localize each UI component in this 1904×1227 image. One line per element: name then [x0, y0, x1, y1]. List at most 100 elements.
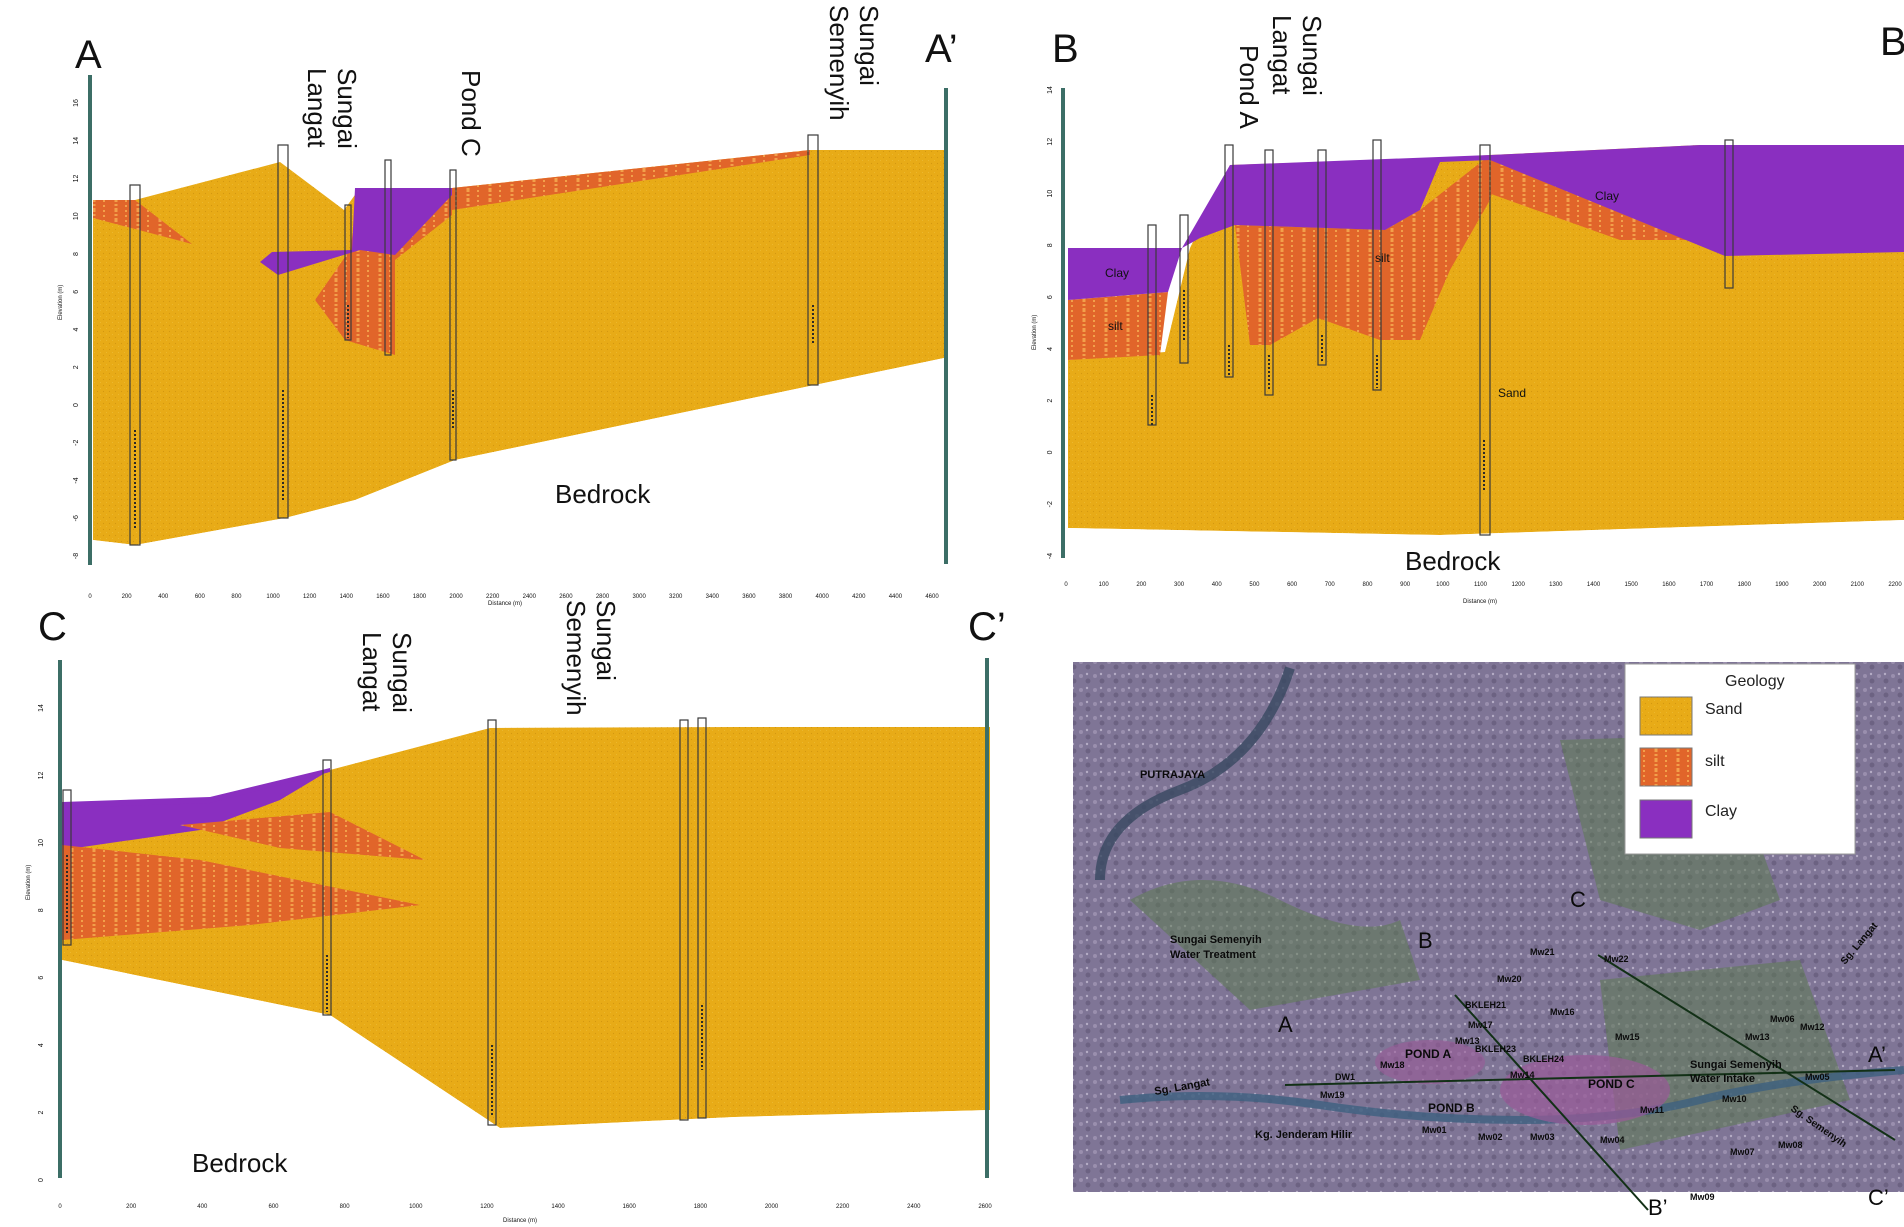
map-well-label: Mw12 [1800, 1022, 1825, 1032]
x-tick-label: 1000 [266, 594, 280, 600]
panel-c-feature-1-line2: Langat [357, 632, 387, 712]
panel-b-feature-sungai-langat: Sungai Langat [1267, 15, 1327, 96]
y-tick-label: 6 [38, 976, 45, 980]
x-tick-label: 1800 [694, 1204, 708, 1210]
panel-a-feature-1-line1: Sungai [332, 68, 362, 149]
x-tick-label: 2600 [559, 594, 573, 600]
y-tick-label: 10 [1047, 190, 1054, 198]
y-tick-label: 0 [73, 403, 80, 407]
map-well-label: Mw18 [1380, 1060, 1405, 1070]
x-tick-label: 1200 [480, 1204, 494, 1210]
map-well-labels: Mw21Mw22Mw20BKLEH21Mw16Mw17Mw15Mw13BKLEH… [1320, 947, 1830, 1202]
panel-b-clay-label-right: Clay [1595, 189, 1619, 203]
panel-c-feature-sungai-semenyih: Sungai Semenyih [561, 600, 621, 716]
panel-b-y-ticks: 14 12 10 8 6 4 2 0 -2 -4 [1047, 86, 1054, 559]
panel-b-bedrock-label: Bedrock [1405, 546, 1501, 576]
x-tick-label: 800 [340, 1204, 351, 1210]
x-tick-label: 1000 [1436, 582, 1450, 588]
panel-a-boreholes [129, 134, 819, 546]
x-tick-label: 2000 [765, 1204, 779, 1210]
x-tick-label: 1600 [1662, 582, 1676, 588]
map-well-label: Mw01 [1422, 1125, 1447, 1135]
y-tick-label: 6 [1047, 295, 1054, 299]
panel-a-silt-surface [452, 150, 810, 210]
panel-a-bedrock-label: Bedrock [555, 479, 651, 509]
x-tick-label: 1000 [409, 1204, 423, 1210]
panel-b-ylabel: Elevation (m) [1032, 315, 1038, 350]
panel-b-silt-label-left: silt [1108, 319, 1123, 333]
y-tick-label: 6 [73, 290, 80, 294]
panel-c-boreholes [62, 717, 707, 1126]
panel-b-clay-left [1068, 248, 1182, 300]
x-tick-label: 4600 [925, 594, 939, 600]
x-tick-label: 600 [1287, 582, 1298, 588]
panel-b-xlabel: Distance (m) [1463, 599, 1497, 605]
panel-b: 14 12 10 8 6 4 2 0 -2 -4 0 100 200 300 400 500 600 700 80… [1032, 15, 1904, 605]
map-well-label: BKLEH21 [1465, 1000, 1506, 1010]
map-label-water-intake-2: Water Intake [1690, 1073, 1755, 1085]
x-tick-label: 1600 [623, 1204, 637, 1210]
map-well-label: Mw10 [1722, 1094, 1747, 1104]
x-tick-label: 900 [1400, 582, 1411, 588]
legend-swatch-clay [1639, 799, 1693, 839]
map-well-label: Mw03 [1530, 1132, 1555, 1142]
panel-a-right-bar [944, 88, 948, 564]
map-pond-c-shape [1500, 1055, 1670, 1125]
panel-a-xlabel: Distance (m) [488, 601, 522, 607]
map-label-water-intake-1: Sungai Semenyih [1690, 1059, 1782, 1071]
x-tick-label: 400 [197, 1204, 208, 1210]
panel-a-y-ticks: 16 14 12 10 8 6 4 2 0 -2 -4 -6 -8 [73, 99, 80, 559]
legend-label-sand: Sand [1705, 701, 1742, 718]
panel-a-left-bar [88, 75, 92, 565]
x-tick-label: 2200 [486, 594, 500, 600]
panel-c-y-ticks: 14 12 10 8 6 4 2 0 [38, 704, 45, 1182]
map-letter-c-prime: C’ [1868, 1185, 1889, 1210]
panel-b-feature-1: Pond A [1234, 45, 1264, 130]
panel-c: 14 12 10 8 6 4 2 0 0 200 400 600 800 1000 1200 1400 160… [26, 600, 1006, 1224]
map-well-label: Mw04 [1600, 1135, 1625, 1145]
x-tick-label: 1400 [551, 1204, 565, 1210]
y-tick-label: -4 [73, 477, 80, 483]
y-tick-label: 2 [73, 365, 80, 369]
map-well-label: Mw22 [1604, 954, 1629, 964]
y-tick-label: 16 [73, 99, 80, 107]
y-tick-label: 4 [38, 1043, 45, 1047]
x-tick-label: 600 [268, 1204, 279, 1210]
panel-b-clay-label-left: Clay [1105, 266, 1129, 280]
x-tick-label: 800 [1362, 582, 1373, 588]
x-tick-label: 2100 [1851, 582, 1865, 588]
x-tick-label: 0 [58, 1204, 62, 1210]
panel-c-start-label: C [38, 605, 67, 649]
map-well-label: Mw11 [1640, 1105, 1664, 1115]
x-tick-label: 1800 [1738, 582, 1752, 588]
panel-c-ylabel: Elevation (m) [26, 865, 32, 900]
map-well-label: Mw20 [1497, 974, 1522, 984]
map-letter-a-prime: A’ [1868, 1042, 1886, 1067]
y-tick-label: 12 [38, 771, 45, 779]
x-tick-label: 4200 [852, 594, 866, 600]
panel-b-feature-2-line2: Langat [1267, 15, 1297, 95]
panel-c-feature-1-line1: Sungai [387, 632, 417, 713]
panel-c-feature-2-line2: Semenyih [561, 600, 591, 716]
panel-c-end-label: C’ [968, 605, 1006, 649]
y-tick-label: 2 [1047, 399, 1054, 403]
map-well-label: Mw09 [1690, 1192, 1715, 1202]
map-well-label: Mw13 [1455, 1036, 1480, 1046]
x-tick-label: 800 [231, 594, 242, 600]
panel-c-feature-2-line1: Sungai [591, 600, 621, 681]
panel-a-start-label: A [75, 33, 102, 77]
map-letter-b-prime: B’ [1648, 1195, 1668, 1220]
panel-c-left-bar [58, 660, 62, 1178]
map-well-label: Mw08 [1778, 1140, 1803, 1150]
panel-a: 16 14 12 10 8 6 4 2 0 -2 -4 -6 -8 0 200 400 600 800 1000 1… [58, 5, 958, 607]
y-tick-label: 12 [1047, 138, 1054, 146]
x-tick-label: 0 [1064, 582, 1068, 588]
map-river [1119, 1066, 1904, 1125]
panel-a-feature-2: Pond C [456, 70, 486, 157]
legend-title: Geology [1725, 673, 1785, 690]
y-tick-label: -2 [1047, 501, 1054, 507]
map-section-line-a [1284, 1069, 1896, 1086]
map-well-label: Mw15 [1615, 1032, 1640, 1042]
x-tick-label: 100 [1099, 582, 1110, 588]
